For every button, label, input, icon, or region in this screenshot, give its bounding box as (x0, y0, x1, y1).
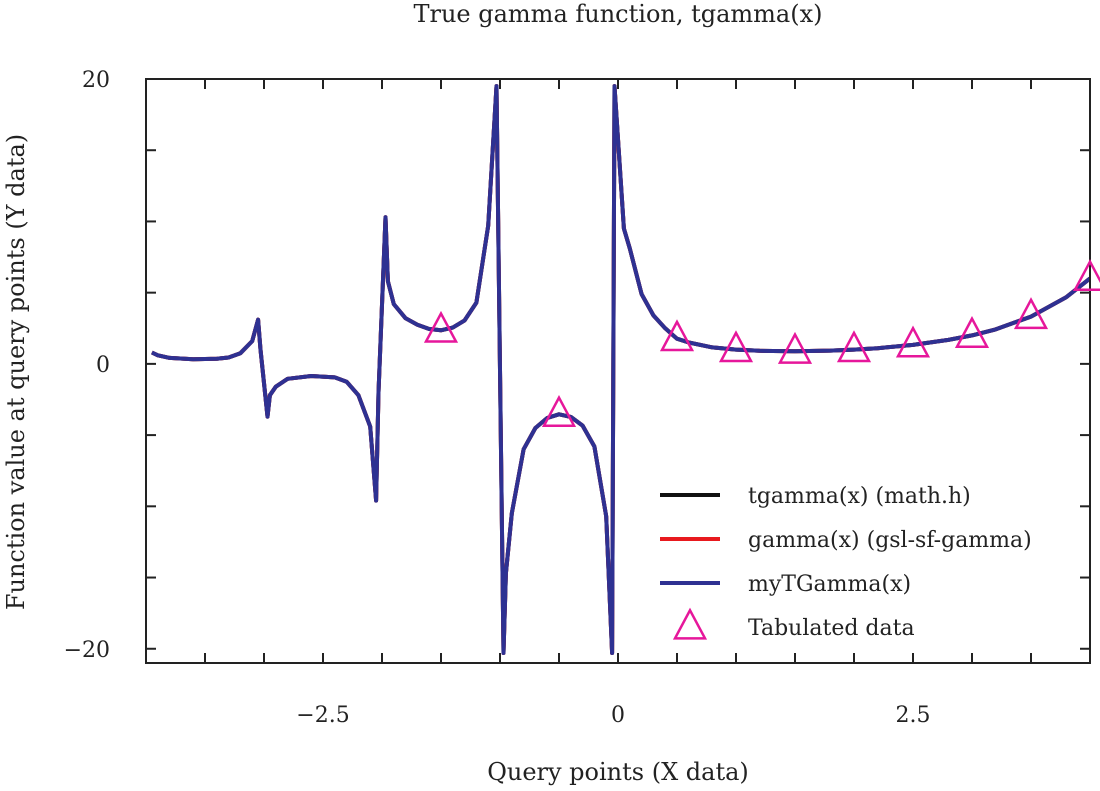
plot-area (151, 84, 1090, 655)
tabulated-markers (423, 259, 1100, 427)
y-axis-label: Function value at query points (Y data) (2, 134, 30, 610)
axis-ticks (146, 78, 1090, 663)
x-axis-label: Query points (X data) (487, 758, 749, 786)
data-point-triangle (718, 330, 754, 363)
data-point-triangle (895, 325, 931, 358)
data-point-triangle (836, 330, 872, 363)
legend-triangle-icon (672, 607, 708, 640)
data-point-triangle (777, 331, 813, 364)
legend-label: gamma(x) (gsl-sf-gamma) (748, 528, 1032, 553)
chart-title: True gamma function, tgamma(x) (413, 0, 822, 28)
legend-label: myTGamma(x) (748, 572, 911, 597)
y-tick-label: 0 (96, 353, 110, 378)
legend-label: Tabulated data (748, 616, 915, 641)
legend-label: tgamma(x) (math.h) (748, 484, 971, 509)
data-point-triangle (1013, 297, 1049, 330)
x-tick-label: −2.5 (296, 703, 349, 728)
data-point-triangle (1072, 259, 1100, 292)
y-tick-label: 20 (82, 68, 110, 93)
x-tick-label: 0 (611, 703, 625, 728)
y-tick-label: −20 (64, 638, 110, 663)
plot-frame (145, 78, 1091, 664)
data-point-triangle (541, 394, 577, 427)
tick-labels: −2.5 0 2.5 −20 0 20 (64, 68, 931, 728)
data-point-triangle (954, 315, 990, 348)
series-line-2 (151, 84, 1090, 655)
legend: tgamma(x) (math.h) gamma(x) (gsl-sf-gamma… (660, 484, 1032, 641)
x-tick-label: 2.5 (896, 703, 931, 728)
data-point-triangle (423, 310, 459, 343)
data-point-triangle (659, 319, 695, 352)
